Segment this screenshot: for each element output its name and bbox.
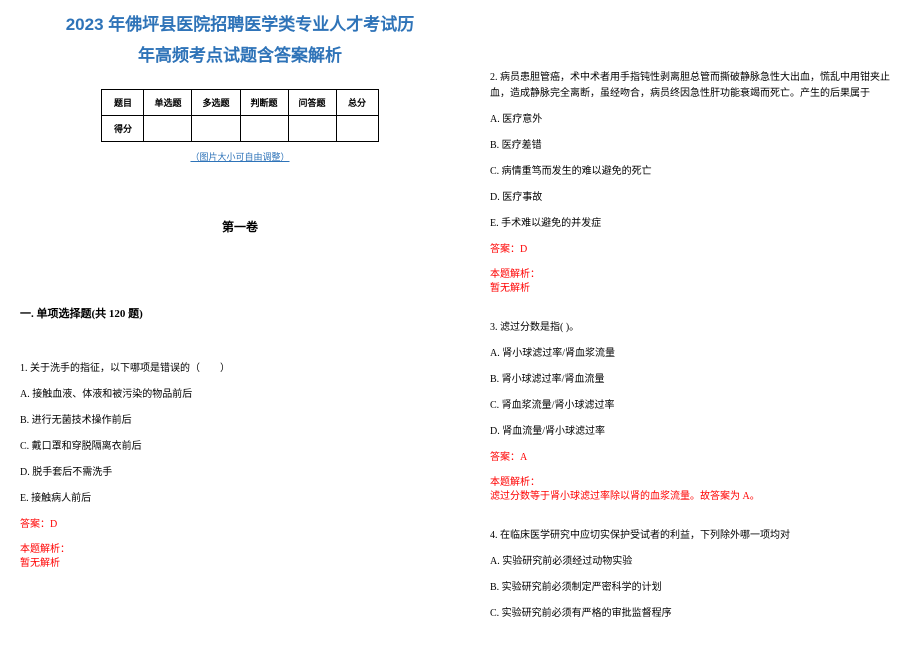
option-b: B. 实验研究前必须制定严密科学的计划: [490, 580, 900, 596]
option-e: E. 接触病人前后: [20, 491, 460, 507]
title-line-2: 年高频考点试题含答案解析: [20, 41, 460, 72]
option-d: D. 肾血流量/肾小球滤过率: [490, 424, 900, 440]
option-d: D. 医疗事故: [490, 190, 900, 206]
option-b: B. 肾小球滤过率/肾血流量: [490, 372, 900, 388]
explain-label: 本题解析：: [490, 476, 900, 490]
question-stem: 4. 在临床医学研究中应切实保护受试者的利益，下列除外哪一项均对: [490, 528, 900, 544]
option-e: E. 手术难以避免的并发症: [490, 216, 900, 232]
left-column: 2023 年佛坪县医院招聘医学类专业人才考试历 年高频考点试题含答案解析 题目 …: [20, 10, 460, 646]
image-adjust-note: （图片大小可自由调整）: [20, 150, 460, 163]
col-header: 总分: [336, 90, 378, 116]
right-column: 2. 病员患胆管癌，术中术者用手指钝性剥离胆总管而撕破静脉急性大出血，慌乱中用钳…: [490, 10, 900, 646]
option-a: A. 医疗意外: [490, 112, 900, 128]
answer-label: 答案：A: [490, 450, 900, 466]
col-header: 判断题: [240, 90, 288, 116]
section-title: 一. 单项选择题(共 120 题): [20, 305, 460, 321]
explain-label: 本题解析：: [490, 268, 900, 282]
question-2: 2. 病员患胆管癌，术中术者用手指钝性剥离胆总管而撕破静脉急性大出血，慌乱中用钳…: [490, 70, 900, 296]
option-b: B. 医疗差错: [490, 138, 900, 154]
explain-label: 本题解析：: [20, 543, 460, 557]
score-cell: [144, 116, 192, 142]
explain-text: 滤过分数等于肾小球滤过率除以肾的血浆流量。故答案为 A。: [490, 490, 900, 504]
col-header: 单选题: [144, 90, 192, 116]
score-cell: [336, 116, 378, 142]
score-cell: [288, 116, 336, 142]
table-header-row: 题目 单选题 多选题 判断题 问答题 总分: [102, 90, 378, 116]
score-cell: [240, 116, 288, 142]
volume-title: 第一卷: [20, 218, 460, 235]
explain-text: 暂无解析: [20, 557, 460, 571]
row-label: 得分: [102, 116, 144, 142]
option-a: A. 实验研究前必须经过动物实验: [490, 554, 900, 570]
question-1: 1. 关于洗手的指征，以下哪项是错误的（ ） A. 接触血液、体液和被污染的物品…: [20, 361, 460, 571]
score-cell: [192, 116, 240, 142]
question-stem: 2. 病员患胆管癌，术中术者用手指钝性剥离胆总管而撕破静脉急性大出血，慌乱中用钳…: [490, 70, 900, 102]
option-b: B. 进行无菌技术操作前后: [20, 413, 460, 429]
score-table: 题目 单选题 多选题 判断题 问答题 总分 得分: [101, 89, 378, 142]
explain-text: 暂无解析: [490, 282, 900, 296]
col-header: 题目: [102, 90, 144, 116]
title-line-1: 2023 年佛坪县医院招聘医学类专业人才考试历: [20, 10, 460, 41]
question-stem: 3. 滤过分数是指( )。: [490, 320, 900, 336]
answer-label: 答案：D: [20, 517, 460, 533]
document-title: 2023 年佛坪县医院招聘医学类专业人才考试历 年高频考点试题含答案解析: [20, 10, 460, 71]
option-a: A. 接触血液、体液和被污染的物品前后: [20, 387, 460, 403]
col-header: 多选题: [192, 90, 240, 116]
option-c: C. 戴口罩和穿脱隔离衣前后: [20, 439, 460, 455]
col-header: 问答题: [288, 90, 336, 116]
question-4: 4. 在临床医学研究中应切实保护受试者的利益，下列除外哪一项均对 A. 实验研究…: [490, 528, 900, 622]
answer-label: 答案：D: [490, 242, 900, 258]
question-3: 3. 滤过分数是指( )。 A. 肾小球滤过率/肾血浆流量 B. 肾小球滤过率/…: [490, 320, 900, 504]
question-stem: 1. 关于洗手的指征，以下哪项是错误的（ ）: [20, 361, 460, 377]
option-c: C. 肾血浆流量/肾小球滤过率: [490, 398, 900, 414]
option-a: A. 肾小球滤过率/肾血浆流量: [490, 346, 900, 362]
option-c: C. 实验研究前必须有严格的审批监督程序: [490, 606, 900, 622]
table-score-row: 得分: [102, 116, 378, 142]
option-c: C. 病情重笃而发生的难以避免的死亡: [490, 164, 900, 180]
option-d: D. 脱手套后不需洗手: [20, 465, 460, 481]
